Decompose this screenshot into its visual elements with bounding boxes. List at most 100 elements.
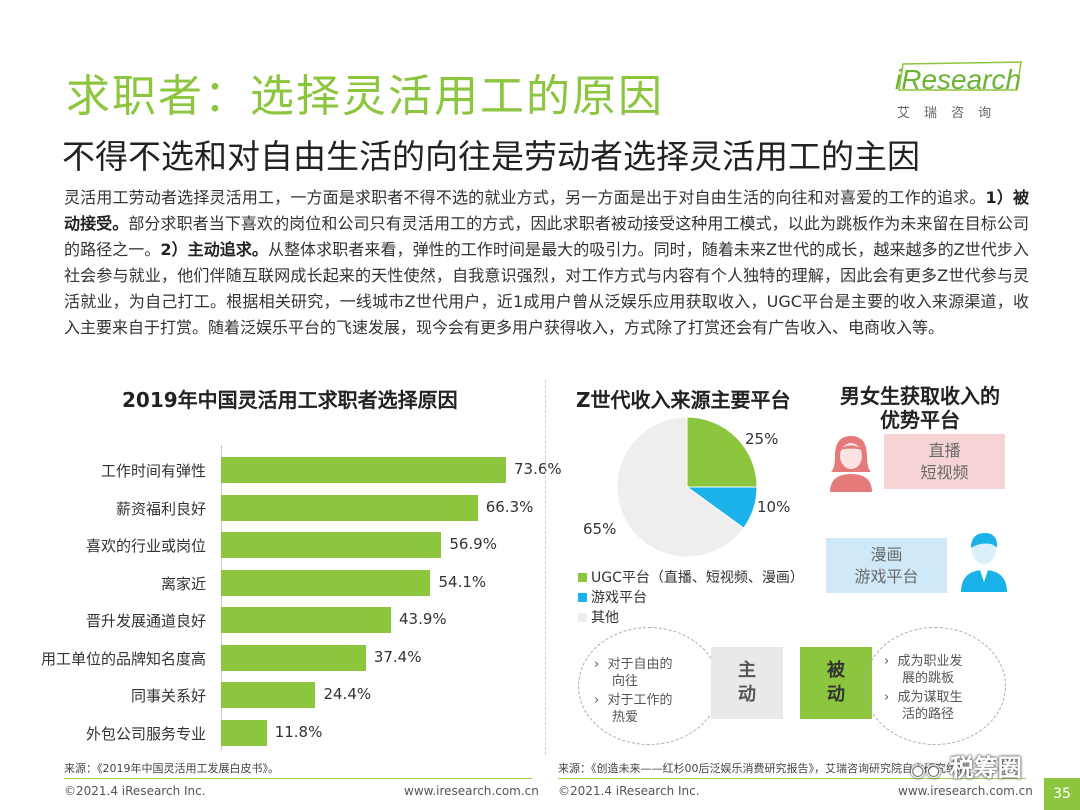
female-icon: [830, 436, 872, 492]
advantage-title-line1: 男女生获取收入的: [840, 384, 1000, 408]
footer-rule-left: [64, 778, 532, 779]
legend-swatch-other: [578, 613, 587, 622]
bar-row: 外包公司服务专业 11.8%: [0, 719, 1080, 746]
bar-chart-title: 2019年中国灵活用工求职者选择原因: [122, 388, 458, 412]
legend-label-game: 游戏平台: [591, 590, 647, 606]
active-item-2-text1: 对于工作的: [607, 693, 673, 708]
male-icon: [961, 533, 1007, 592]
footer-copyright-left: ©2021.4 iResearch Inc.: [64, 784, 206, 798]
logo-text: iResearch: [895, 64, 1022, 95]
passive-item-2-line2: 活的路径: [902, 707, 955, 722]
bar: [221, 494, 478, 521]
bar: [221, 682, 316, 708]
female-platform-box: 直播 短视频: [884, 434, 1005, 489]
watermark: ◉◉ 税筹圈: [910, 748, 1022, 783]
legend-item-game: 游戏平台: [578, 587, 647, 607]
bar-row: 晋升发展通道良好 43.9%: [0, 607, 1080, 633]
advantage-title-line2: 优势平台: [880, 408, 960, 432]
iresearch-logo: iResearch 艾瑞咨询: [895, 58, 1035, 121]
male-platform-line2: 游戏平台: [854, 567, 919, 586]
passive-item-1-line2: 展的跳板: [902, 671, 955, 686]
male-platform-line1: 漫画: [870, 545, 903, 564]
active-label-1: 主: [738, 660, 756, 681]
pie-chart-title: Z世代收入来源主要平台: [576, 388, 791, 412]
para-text-1: 灵活用工劳动者选择灵活用工，一方面是求职者不得不选的就业方式，另一方面是出于对自…: [64, 188, 986, 207]
active-item-1-line2: 向往: [612, 674, 639, 689]
active-label-box: 主 动: [711, 647, 783, 719]
para-bold-active: 2）主动追求。: [160, 240, 268, 259]
bar-category-label: 用工单位的品牌知名度高: [40, 649, 206, 668]
bar: [221, 644, 366, 671]
pie-label-game: 10%: [757, 498, 791, 516]
passive-item-1: › 成为职业发 展的跳板: [884, 653, 962, 687]
footer-copyright-right: ©2021.4 iResearch Inc.: [558, 784, 700, 798]
bar-row: 用工单位的品牌知名度高 37.4%: [0, 644, 1080, 671]
bar-row: 离家近 54.1%: [0, 569, 1080, 596]
bar-category-label: 外包公司服务专业: [85, 724, 206, 743]
bar-row: 薪资福利良好 66.3%: [0, 494, 1080, 521]
bar-row: 工作时间有弹性 73.6%: [0, 457, 1080, 483]
bar-category-label: 晋升发展通道良好: [85, 612, 206, 630]
passive-label-2: 动: [827, 684, 845, 705]
bar: [221, 607, 391, 633]
bar-category-label: 喜欢的行业或岗位: [85, 537, 206, 555]
pie-slice-other: [616, 416, 745, 558]
passive-item-1-text1: 成为职业发: [897, 654, 963, 669]
para-text-2: 部分求职者当下喜欢的岗位和公司只有灵活用工的方式，因此求职者被动接受这种用工模式…: [64, 214, 1029, 259]
female-platform-line1: 直播: [928, 441, 961, 460]
active-item-1-line1: › 对于自由的: [594, 657, 673, 672]
bar: [221, 569, 431, 596]
active-item-2-line2: 热爱: [612, 710, 639, 725]
bar: [221, 457, 506, 483]
legend-item-ugc: UGC平台（直播、短视频、漫画）: [578, 567, 804, 587]
passive-item-1-line1: › 成为职业发: [884, 654, 963, 669]
female-platform-line2: 短视频: [920, 463, 969, 482]
pie-chart: [616, 416, 758, 558]
para-bold-passive: 1）被动接受。: [64, 188, 1029, 233]
page-title: 求职者：选择灵活用工的原因: [66, 71, 664, 122]
active-item-2-line1: › 对于工作的: [594, 693, 673, 708]
wechat-icon: ◉◉: [910, 760, 942, 781]
passive-motives-circle: [864, 627, 1006, 745]
bar-row: 同事关系好 24.4%: [0, 682, 1080, 708]
legend-swatch-ugc: [578, 573, 587, 582]
bar-row: 喜欢的行业或岗位 56.9%: [0, 532, 1080, 558]
footer-url-left[interactable]: www.iresearch.com.cn: [404, 784, 539, 798]
logo-frame-icon: [898, 61, 1022, 91]
bar-value-label: 73.6%: [514, 460, 562, 478]
advantage-title: 男女生获取收入的 优势平台: [820, 384, 1020, 432]
passive-item-2-text1: 成为谋取生: [897, 690, 963, 705]
active-item-1: › 对于自由的 向往: [594, 656, 672, 690]
pie-label-other: 65%: [583, 520, 617, 538]
bar-value-label: 11.8%: [274, 722, 323, 741]
passive-label-box: 被 动: [800, 647, 872, 719]
bar-category-label: 离家近: [160, 574, 206, 593]
bar-value-label: 24.4%: [323, 685, 372, 703]
active-item-2: › 对于工作的 热爱: [594, 692, 672, 726]
legend-label-ugc: UGC平台（直播、短视频、漫画）: [591, 570, 804, 586]
footer-rule-right: [558, 778, 1026, 779]
footer-url-right[interactable]: www.iresearch.com.cn: [898, 784, 1033, 798]
watermark-text: 税筹圈: [949, 754, 1022, 782]
male-platform-box: 漫画 游戏平台: [826, 538, 947, 593]
pie-slice-ugc: [686, 416, 758, 488]
bar-value-label: 37.4%: [373, 647, 422, 666]
bar-value-label: 43.9%: [398, 610, 447, 628]
bar: [221, 532, 442, 558]
bar-value-label: 56.9%: [449, 535, 497, 553]
legend-item-other: 其他: [578, 607, 619, 627]
bar-category-label: 同事关系好: [130, 687, 206, 705]
active-label-2: 动: [738, 684, 756, 705]
bar-chart-source: 来源：《2019年中国灵活用工发展白皮书》。: [64, 762, 279, 775]
bar-value-label: 54.1%: [438, 572, 487, 591]
intro-paragraph: 灵活用工劳动者选择灵活用工，一方面是求职者不得不选的就业方式，另一方面是出于对自…: [64, 185, 1029, 341]
para-text-3: 从整体求职者来看，弹性的工作时间是最大的吸引力。同时，随着未来Z世代的成长，越来…: [64, 240, 1029, 337]
page-number: 35: [1044, 778, 1080, 810]
bar-value-label: 66.3%: [485, 497, 534, 516]
passive-item-2-line1: › 成为谋取生: [884, 690, 963, 705]
active-item-1-text1: 对于自由的: [607, 657, 673, 672]
legend-label-other: 其他: [591, 610, 619, 626]
pie-chart-source: 来源：《创造未来——红杉00后泛娱乐消费研究报告》，艾瑞咨询研究院自主研究绘制: [558, 762, 968, 775]
bar-chart-axis: [221, 445, 222, 750]
legend-swatch-game: [578, 593, 587, 602]
